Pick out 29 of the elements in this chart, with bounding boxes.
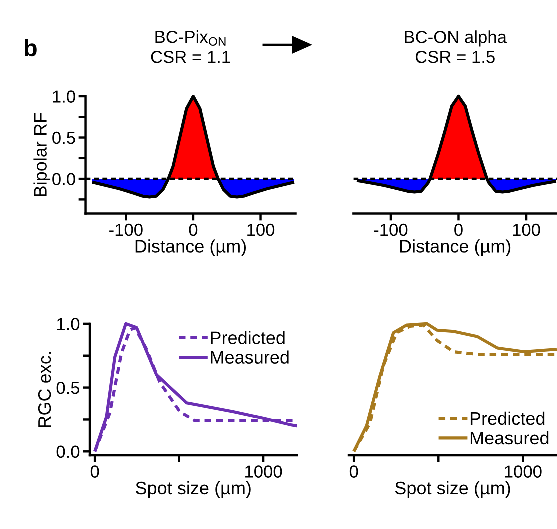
y-tick-label: 0.5 (52, 132, 76, 144)
x-axis-title: Spot size (µm) (136, 481, 251, 498)
y-tick-label: 0.0 (52, 173, 76, 186)
legend-label: Predicted (211, 331, 285, 344)
legend-label: Measured (211, 350, 289, 364)
chart-title: BC-ON alpha CSR = 1.5 (405, 30, 507, 64)
y-tick-label: 1.0 (57, 318, 80, 330)
chart-title: BC-Pix$_{ON}$ CSR = 1.1 (151, 30, 230, 64)
x-tick-label: 1000 (505, 466, 542, 478)
x-tick-label: 0 (189, 224, 198, 236)
text: b (24, 39, 37, 57)
x-tick-label: 100 (513, 224, 540, 236)
x-axis-title: Distance (µm) (400, 240, 511, 256)
y-tick-label: 0.5 (56, 382, 80, 394)
x-axis-title: Distance (µm) (136, 240, 246, 256)
y-axis-title: RGC exc. (38, 352, 52, 428)
x-tick-label: -100 (374, 224, 408, 236)
y-axis-title: Bipolar RF (34, 113, 51, 196)
x-tick-label: 1000 (246, 466, 282, 478)
legend-label: Measured (470, 431, 549, 445)
x-tick-label: 0 (350, 466, 358, 478)
x-axis-title: Spot size (µm) (395, 481, 510, 498)
y-tick-label: 0.0 (56, 446, 80, 458)
y-tick-label: 1.0 (53, 90, 76, 103)
legend-label: Predicted (470, 412, 545, 426)
x-tick-label: 0 (90, 466, 100, 478)
x-tick-label: 100 (248, 224, 275, 236)
x-tick-label: 0 (454, 224, 463, 236)
x-tick-label: -100 (110, 224, 143, 236)
